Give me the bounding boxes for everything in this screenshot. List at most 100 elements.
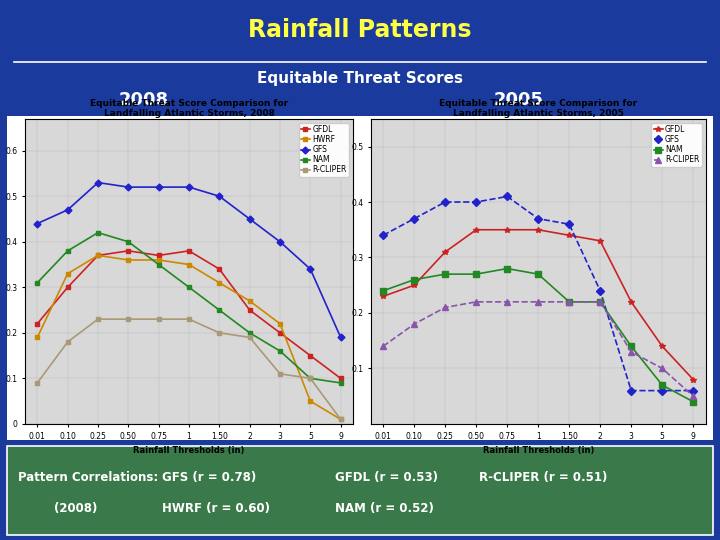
- NAM: [410, 276, 418, 283]
- NAM: [33, 280, 42, 286]
- Text: (2008): (2008): [54, 502, 97, 515]
- R-CLIPER: [336, 416, 345, 423]
- HWRF: [336, 416, 345, 423]
- NAM: [596, 299, 605, 305]
- Text: R-CLIPER (r = 0.51): R-CLIPER (r = 0.51): [479, 471, 607, 484]
- GFS: [379, 232, 387, 239]
- R-CLIPER: [184, 316, 193, 322]
- FancyBboxPatch shape: [7, 116, 713, 440]
- R-CLIPER: [33, 380, 42, 386]
- GFDL: [306, 353, 315, 359]
- GFDL: [503, 226, 511, 233]
- HWRF: [184, 261, 193, 268]
- Text: NAM (r = 0.52): NAM (r = 0.52): [335, 502, 433, 515]
- NAM: [246, 329, 254, 336]
- GFS: [658, 387, 667, 394]
- R-CLIPER: [94, 316, 102, 322]
- GFS: [472, 199, 480, 205]
- NAM: [534, 271, 543, 278]
- X-axis label: Rainfall Thresholds (in): Rainfall Thresholds (in): [133, 446, 245, 455]
- Title: Equitable Threat Score Comparison for
Landfalling Atlantic Storms, 2005: Equitable Threat Score Comparison for La…: [439, 99, 637, 118]
- Line: R-CLIPER: R-CLIPER: [380, 299, 696, 399]
- NAM: [63, 248, 72, 254]
- Line: NAM: NAM: [35, 230, 343, 386]
- GFS: [63, 207, 72, 213]
- GFS: [154, 184, 163, 190]
- NAM: [215, 307, 224, 313]
- NAM: [565, 299, 574, 305]
- R-CLIPER: [596, 299, 605, 305]
- R-CLIPER: [63, 339, 72, 345]
- Text: 2008: 2008: [119, 91, 169, 109]
- HWRF: [33, 334, 42, 341]
- R-CLIPER: [627, 348, 636, 355]
- GFS: [184, 184, 193, 190]
- GFS: [276, 239, 284, 245]
- NAM: [94, 230, 102, 236]
- R-CLIPER: [658, 365, 667, 372]
- NAM: [472, 271, 480, 278]
- GFDL: [184, 248, 193, 254]
- R-CLIPER: [306, 375, 315, 382]
- GFDL: [63, 284, 72, 291]
- Text: GFDL (r = 0.53): GFDL (r = 0.53): [335, 471, 438, 484]
- Legend: GFDL, GFS, NAM, R-CLIPER: GFDL, GFS, NAM, R-CLIPER: [652, 123, 702, 167]
- GFS: [124, 184, 132, 190]
- R-CLIPER: [503, 299, 511, 305]
- GFS: [503, 193, 511, 200]
- GFDL: [441, 249, 449, 255]
- R-CLIPER: [472, 299, 480, 305]
- GFS: [565, 221, 574, 227]
- GFDL: [472, 226, 480, 233]
- Title: Equitable Threat Score Comparison for
Landfalling Atlantic Storms, 2008: Equitable Threat Score Comparison for La…: [90, 99, 288, 118]
- HWRF: [215, 280, 224, 286]
- HWRF: [276, 320, 284, 327]
- NAM: [379, 287, 387, 294]
- Line: GFS: GFS: [35, 180, 343, 340]
- GFDL: [336, 375, 345, 382]
- NAM: [441, 271, 449, 278]
- R-CLIPER: [534, 299, 543, 305]
- R-CLIPER: [410, 321, 418, 327]
- R-CLIPER: [124, 316, 132, 322]
- GFS: [689, 387, 698, 394]
- GFS: [215, 193, 224, 199]
- Legend: GFDL, HWRF, GFS, NAM, R-CLIPER: GFDL, HWRF, GFS, NAM, R-CLIPER: [299, 123, 349, 177]
- GFDL: [276, 329, 284, 336]
- R-CLIPER: [379, 343, 387, 349]
- HWRF: [154, 256, 163, 263]
- NAM: [306, 375, 315, 382]
- GFDL: [534, 226, 543, 233]
- HWRF: [94, 252, 102, 259]
- Text: GFS (r = 0.78): GFS (r = 0.78): [162, 471, 256, 484]
- R-CLIPER: [441, 304, 449, 310]
- R-CLIPER: [689, 393, 698, 400]
- Line: NAM: NAM: [380, 266, 696, 404]
- NAM: [336, 380, 345, 386]
- Line: GFS: GFS: [380, 194, 696, 394]
- R-CLIPER: [246, 334, 254, 341]
- NAM: [503, 265, 511, 272]
- NAM: [124, 239, 132, 245]
- GFDL: [33, 320, 42, 327]
- NAM: [658, 382, 667, 388]
- GFDL: [154, 252, 163, 259]
- X-axis label: Rainfall Thresholds (in): Rainfall Thresholds (in): [482, 446, 594, 455]
- GFDL: [689, 376, 698, 383]
- R-CLIPER: [276, 370, 284, 377]
- HWRF: [63, 271, 72, 277]
- Text: Rainfall Patterns: Rainfall Patterns: [248, 18, 472, 42]
- Text: HWRF (r = 0.60): HWRF (r = 0.60): [162, 502, 270, 515]
- GFDL: [379, 293, 387, 300]
- GFS: [596, 287, 605, 294]
- Line: R-CLIPER: R-CLIPER: [35, 317, 343, 422]
- NAM: [184, 284, 193, 291]
- NAM: [154, 261, 163, 268]
- GFS: [33, 220, 42, 227]
- NAM: [689, 399, 698, 405]
- GFDL: [246, 307, 254, 313]
- GFS: [336, 334, 345, 341]
- Text: 2005: 2005: [493, 91, 544, 109]
- NAM: [627, 343, 636, 349]
- GFS: [534, 215, 543, 222]
